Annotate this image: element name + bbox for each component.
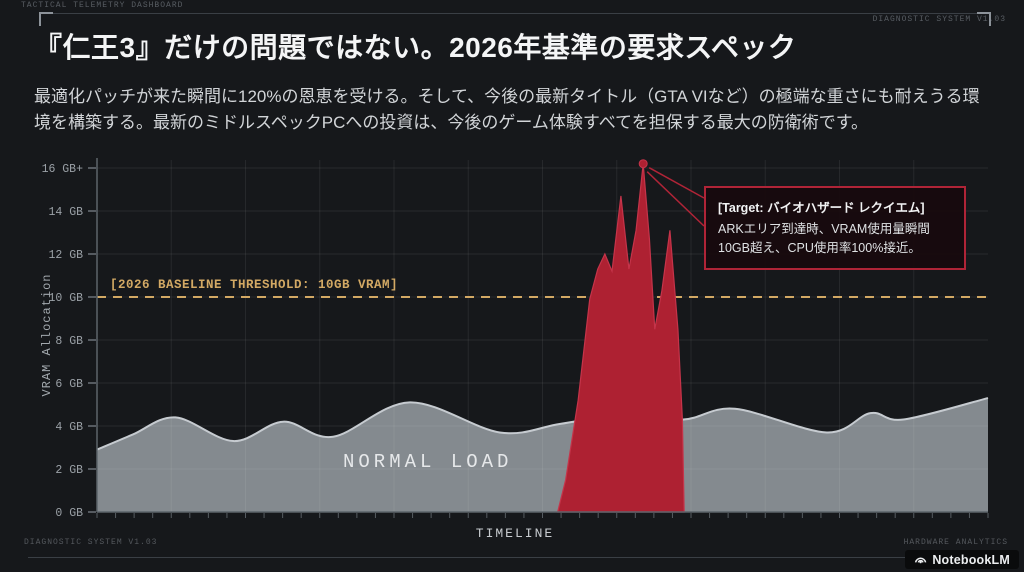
vram-spike-area	[556, 163, 685, 513]
spike-annotation-box: [Target: バイオハザード レクイエム] ARKエリア到達時、VRAM使用…	[704, 186, 966, 270]
chart-axes	[96, 158, 989, 518]
top-right-system-label: DIAGNOSTIC SYSTEM V1.03	[872, 15, 1006, 24]
frame-corner-top-right	[977, 12, 991, 26]
y-axis-title: VRAM Allocation	[40, 273, 54, 397]
svg-text:12 GB: 12 GB	[48, 249, 83, 262]
notebooklm-badge-label: NotebookLM	[932, 552, 1010, 567]
notebooklm-logo-icon	[915, 557, 927, 564]
svg-text:2 GB: 2 GB	[55, 464, 83, 477]
bottom-right-system-label: HARDWARE ANALYTICS	[903, 538, 1008, 547]
x-axis-title: TIMELINE	[475, 526, 555, 541]
y-axis-tick-labels: 16 GB+ 14 GB 12 GB 10 GB 8 GB 6 GB 4 GB 2 GB 0 G…	[42, 163, 96, 520]
frame-top-line	[40, 13, 988, 14]
annotation-body: ARKエリア到達時、VRAM使用量瞬間10GB超え、CPU使用率100%接近。	[718, 222, 930, 256]
annotation-title: [Target: バイオハザード レクイエム]	[718, 201, 925, 215]
notebooklm-badge: NotebookLM	[905, 550, 1019, 569]
svg-text:6 GB: 6 GB	[55, 378, 83, 391]
threshold-line-label: [2026 BASELINE THRESHOLD: 10GB VRAM]	[110, 278, 399, 292]
svg-text:4 GB: 4 GB	[55, 421, 83, 434]
page-description: 最適化パッチが来た瞬間に120%の恩恵を受ける。そして、今後の最新タイトル（GT…	[34, 87, 980, 132]
svg-text:10 GB: 10 GB	[48, 292, 83, 305]
svg-text:16 GB+: 16 GB+	[42, 163, 84, 176]
chart-grid	[97, 160, 988, 512]
svg-text:8 GB: 8 GB	[55, 335, 83, 348]
page-title: 『仁王3』だけの問題ではない。2026年基準の要求スペック	[34, 32, 797, 63]
top-left-system-label: TACTICAL TELEMETRY DASHBOARD	[21, 1, 184, 10]
svg-text:0 GB: 0 GB	[55, 507, 83, 520]
spike-peak-marker	[638, 159, 705, 227]
normal-load-area-label: NORMAL LOAD	[343, 451, 513, 473]
bottom-left-system-label: DIAGNOSTIC SYSTEM V1.03	[24, 538, 158, 547]
svg-text:14 GB: 14 GB	[48, 206, 83, 219]
normal-load-area	[96, 397, 989, 512]
frame-corner-top-left	[39, 12, 53, 26]
frame-bottom-line	[28, 557, 906, 558]
